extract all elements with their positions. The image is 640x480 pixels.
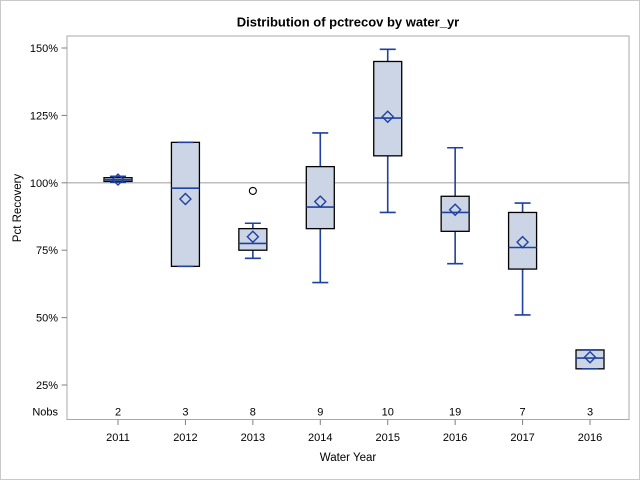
chart-title: Distribution of pctrecov by water_yr bbox=[236, 14, 460, 30]
x-tick-label: 2014 bbox=[308, 432, 332, 444]
y-tick-label: 150% bbox=[30, 43, 58, 55]
box bbox=[575, 349, 605, 370]
y-tick-label: 125% bbox=[30, 110, 58, 122]
nobs-value: 3 bbox=[587, 407, 593, 419]
x-tick-label: 2013 bbox=[241, 432, 265, 444]
outlier-point bbox=[248, 186, 257, 195]
y-tick-label: 100% bbox=[30, 178, 58, 190]
nobs-value: 19 bbox=[449, 407, 461, 419]
mean-diamond bbox=[111, 173, 125, 187]
boxplot-6-2016: 2016 19 bbox=[440, 146, 470, 444]
nobs-value: 10 bbox=[382, 407, 394, 419]
x-tick-label: 2016 bbox=[578, 432, 602, 444]
nobs-value: 9 bbox=[317, 407, 323, 419]
nobs-value: 7 bbox=[520, 407, 526, 419]
mean-diamond bbox=[516, 235, 530, 249]
x-tick-label: 2017 bbox=[510, 432, 534, 444]
y-tick-label: 25% bbox=[36, 380, 58, 392]
box bbox=[440, 195, 470, 232]
mean-diamond bbox=[246, 230, 260, 244]
nobs-value: 2 bbox=[115, 407, 121, 419]
x-axis-title: Water Year bbox=[319, 452, 377, 464]
nobs-value: 3 bbox=[182, 407, 188, 419]
mean-diamond bbox=[381, 110, 395, 124]
nobs-value: 8 bbox=[250, 407, 256, 419]
box bbox=[305, 165, 335, 230]
plot-frame bbox=[66, 35, 630, 420]
mean-diamond bbox=[583, 350, 597, 364]
mean-diamond bbox=[178, 192, 192, 206]
mean-diamond bbox=[313, 195, 327, 209]
y-tick-label: 75% bbox=[36, 245, 58, 257]
y-tick-label: 50% bbox=[36, 313, 58, 325]
box bbox=[373, 60, 403, 157]
box bbox=[507, 211, 538, 270]
x-tick-label: 2015 bbox=[375, 432, 399, 444]
x-tick-label: 2016 bbox=[443, 432, 467, 444]
boxplot-4-2014: 2014 9 bbox=[305, 132, 335, 444]
x-tick-label: 2011 bbox=[106, 432, 130, 444]
boxplot-3-2013: 2013 8 bbox=[238, 186, 268, 444]
y-axis-title: Pct Recovery bbox=[12, 173, 24, 243]
boxplot-5-2015: 2015 10 bbox=[373, 48, 403, 444]
nobs-row-label: Nobs bbox=[32, 407, 58, 419]
boxplot-1-2011: 2011 2 bbox=[103, 173, 133, 444]
mean-diamond bbox=[448, 203, 462, 217]
boxplot-2-2012: 2012 3 bbox=[170, 141, 201, 444]
boxplot-8-2016: 2016 3 bbox=[575, 349, 605, 444]
boxplot-7-2017: 2017 7 bbox=[507, 202, 538, 444]
x-tick-label: 2012 bbox=[173, 432, 197, 444]
box bbox=[238, 227, 268, 251]
